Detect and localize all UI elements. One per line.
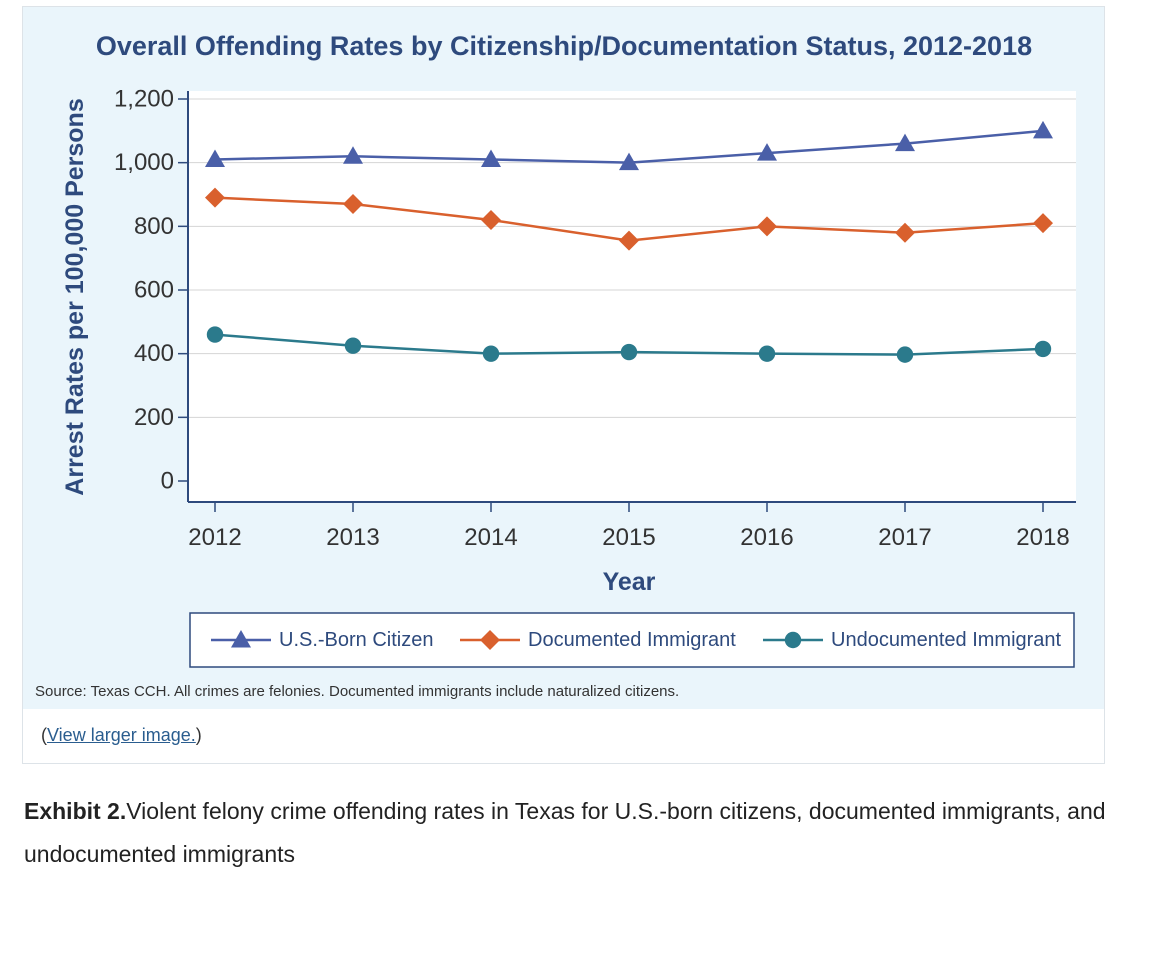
- triangle-marker: [343, 146, 363, 164]
- diamond-marker: [895, 222, 915, 243]
- diamond-marker: [757, 216, 777, 237]
- diamond-marker: [481, 209, 501, 230]
- x-tick-label: 2013: [326, 524, 379, 551]
- circle-marker: [758, 345, 776, 362]
- x-tick-label: 2016: [740, 524, 793, 551]
- triangle-marker: [619, 152, 639, 171]
- chart-title: Overall Offending Rates by Citizenship/D…: [96, 31, 1032, 61]
- figure-panel: Overall Offending Rates by Citizenship/D…: [22, 6, 1105, 764]
- view-larger-link[interactable]: View larger image.: [47, 725, 196, 745]
- diamond-marker: [205, 187, 225, 208]
- y-tick-label: 200: [134, 404, 174, 431]
- figure-caption: Exhibit 2.Violent felony crime offending…: [24, 790, 1124, 876]
- x-tick-label: 2014: [464, 524, 517, 551]
- circle-marker: [482, 345, 500, 362]
- x-tick-label: 2012: [188, 524, 241, 551]
- x-tick-label: 2017: [878, 524, 931, 551]
- diamond-marker: [343, 194, 363, 215]
- legend-label: U.S.-Born Citizen: [279, 629, 434, 651]
- legend-triangle-icon: [231, 630, 251, 648]
- close-paren: ): [195, 725, 202, 745]
- open-paren: (: [41, 725, 47, 745]
- y-axis-title: Arrest Rates per 100,000 Persons: [61, 98, 89, 495]
- chart-area: Overall Offending Rates by Citizenship/D…: [23, 7, 1104, 709]
- triangle-marker: [757, 143, 777, 161]
- triangle-marker: [1033, 120, 1053, 139]
- circle-marker: [206, 326, 224, 343]
- y-tick-label: 1,200: [114, 86, 174, 113]
- x-axis-title: Year: [603, 568, 656, 596]
- circle-marker: [896, 346, 914, 363]
- legend-diamond-icon: [480, 630, 500, 650]
- diamond-marker: [1033, 213, 1053, 234]
- x-tick-label: 2018: [1016, 524, 1069, 551]
- caption-text: Violent felony crime offending rates in …: [24, 798, 1106, 867]
- diamond-marker: [619, 230, 639, 251]
- circle-marker: [1034, 340, 1052, 358]
- triangle-marker: [205, 149, 225, 167]
- source-note: Source: Texas CCH. All crimes are feloni…: [35, 683, 679, 700]
- y-tick-label: 600: [134, 277, 174, 304]
- y-tick-label: 1,000: [114, 149, 174, 176]
- y-tick-label: 800: [134, 213, 174, 240]
- y-tick-label: 400: [134, 340, 174, 367]
- legend-label: Undocumented Immigrant: [831, 629, 1062, 651]
- plot-background: [188, 91, 1076, 502]
- view-larger-line: (View larger image.): [41, 725, 202, 746]
- legend-box: [189, 612, 1075, 668]
- y-tick-label: 0: [161, 468, 174, 495]
- circle-marker: [620, 343, 638, 361]
- caption-label: Exhibit 2.: [24, 798, 127, 824]
- legend-label: Documented Immigrant: [528, 629, 736, 651]
- legend-circle-icon: [784, 631, 802, 649]
- triangle-marker: [481, 149, 501, 167]
- triangle-marker: [895, 133, 915, 152]
- line-chart: Overall Offending Rates by Citizenship/D…: [35, 31, 1076, 700]
- x-tick-label: 2015: [602, 524, 655, 551]
- circle-marker: [344, 337, 362, 354]
